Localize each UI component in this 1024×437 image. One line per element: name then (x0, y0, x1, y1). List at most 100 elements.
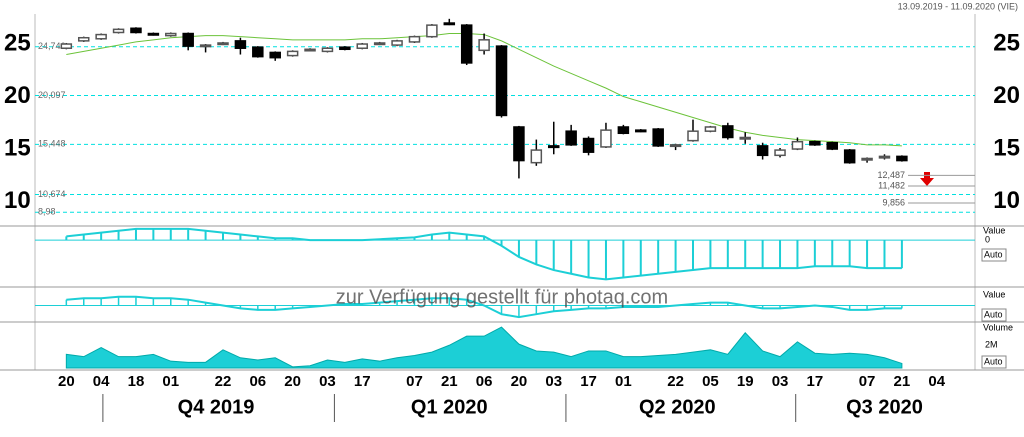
oscillator-line (66, 295, 902, 319)
candle-body (147, 32, 160, 36)
level-label: 8,98 (38, 207, 56, 217)
candle-body (896, 155, 908, 162)
x-tick-label: 20 (58, 373, 75, 390)
x-tick-label: 21 (441, 373, 458, 390)
x-tick-label: 03 (319, 373, 336, 390)
auto-button[interactable]: Auto (984, 309, 1003, 319)
candle-body (530, 149, 543, 164)
watermark: zur Verfügung gestellt für photaq.com (336, 286, 668, 308)
candle-body (513, 126, 525, 162)
candle-body (635, 129, 647, 133)
level-label: 10,674 (38, 189, 66, 199)
quarter-label: Q3 2020 (846, 396, 923, 418)
y-tick-label: 25 (4, 29, 31, 56)
candle-body (60, 43, 73, 49)
candle-body (617, 126, 630, 135)
x-tick-label: 19 (737, 373, 754, 390)
x-tick-label: 06 (249, 373, 266, 390)
x-tick-label: 21 (894, 373, 911, 390)
candle-body (478, 39, 490, 52)
y-tick-label: 15 (993, 134, 1020, 161)
mark-label: 12,487 (877, 170, 905, 180)
candle-body (669, 144, 682, 148)
candle-body (77, 36, 90, 42)
x-tick-label: 07 (859, 373, 876, 390)
auto-button[interactable]: Auto (984, 356, 1003, 366)
candle-body (861, 157, 873, 161)
candle-body (600, 129, 612, 148)
y-tick-label: 0 (985, 235, 990, 245)
candle-body (95, 33, 107, 40)
candle-body (286, 50, 299, 57)
candle-body (269, 51, 281, 59)
x-tick-label: 01 (615, 373, 632, 390)
candle-body (756, 145, 769, 157)
candle-body (809, 140, 821, 146)
y-tick-label: 25 (993, 29, 1020, 56)
x-tick-label: 04 (928, 373, 945, 390)
auto-button-frame[interactable] (981, 248, 1007, 262)
x-tick-label: 17 (580, 373, 597, 390)
mark-label: 9,856 (882, 197, 905, 207)
x-tick-label: 04 (93, 373, 110, 390)
candle-body (373, 42, 386, 46)
auto-button-frame[interactable] (981, 355, 1007, 369)
panel-label: Value (983, 225, 1005, 235)
candle-body (356, 43, 369, 49)
level-label: 15,448 (38, 139, 66, 149)
x-tick-label: 20 (511, 373, 528, 390)
candle-body (182, 32, 194, 47)
candle-body (652, 128, 664, 147)
candle-body (704, 126, 717, 132)
y-tick-label: 10 (4, 187, 31, 214)
x-tick-label: 03 (545, 373, 562, 390)
candle-body (687, 130, 699, 142)
candle-body (547, 145, 560, 149)
candle-body (234, 40, 247, 49)
x-tick-label: 07 (406, 373, 423, 390)
x-tick-label: 17 (807, 373, 824, 390)
level-label: 20,097 (38, 90, 66, 100)
y-tick-label: 2M (985, 340, 998, 350)
auto-button[interactable]: Auto (984, 249, 1003, 259)
candle-body (774, 149, 786, 157)
x-tick-label: 06 (476, 373, 493, 390)
candle-body (130, 27, 142, 34)
x-tick-label: 22 (667, 373, 684, 390)
candle-body (739, 136, 751, 140)
x-tick-label: 18 (128, 373, 145, 390)
x-tick-label: 01 (162, 373, 179, 390)
candle-body (321, 47, 334, 53)
candle-body (878, 155, 891, 159)
auto-button-frame[interactable] (981, 308, 1007, 322)
macd-line (66, 227, 902, 281)
candle-body (391, 40, 403, 46)
candle-body (252, 46, 264, 58)
panel-label: Value (983, 289, 1005, 299)
candle-body (826, 141, 839, 150)
quarter-label: Q4 2019 (178, 396, 255, 418)
x-tick-label: 03 (772, 373, 789, 390)
candle-body (408, 35, 421, 43)
candle-body (843, 149, 856, 164)
candle-body (443, 22, 456, 26)
x-tick-label: 17 (354, 373, 371, 390)
candle-body (304, 48, 316, 52)
candle-body (791, 140, 804, 150)
candle-body (460, 24, 473, 64)
x-tick-label: 05 (702, 373, 719, 390)
volume-area (65, 326, 903, 369)
y-tick-label: 10 (993, 187, 1020, 214)
candle-body (495, 45, 508, 117)
x-tick-label: 22 (215, 373, 232, 390)
quarter-label: Q1 2020 (411, 396, 488, 418)
mark-label: 11,482 (878, 180, 905, 190)
candle-body (112, 28, 125, 34)
candle-body (165, 32, 177, 37)
y-tick-label: 15 (4, 134, 31, 161)
candle-body (722, 125, 734, 139)
candle-body (565, 130, 577, 146)
candle-body (217, 42, 229, 46)
